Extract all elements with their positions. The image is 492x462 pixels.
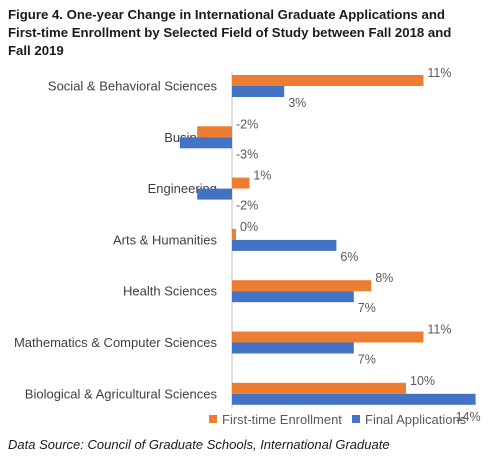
enrollment-data-label: 10% <box>410 374 435 388</box>
applications-bar <box>232 393 476 405</box>
applications-data-label: 7% <box>358 353 376 367</box>
chart-title-line-2: First-time Enrollment by Selected Field … <box>8 25 452 40</box>
legend-swatch-enrollment <box>209 415 217 423</box>
data-source-note: Data Source: Council of Graduate Schools… <box>8 437 390 452</box>
chart-title-line-1: Figure 4. One-year Change in Internation… <box>8 7 445 22</box>
enrollment-bar <box>232 228 236 240</box>
applications-data-label: 7% <box>358 301 376 315</box>
enrollment-bar <box>232 177 250 189</box>
applications-bar <box>232 342 354 354</box>
enrollment-data-label: 8% <box>375 271 393 285</box>
enrollment-bar <box>197 126 232 138</box>
category-label: Biological & Agricultural Sciences <box>25 386 218 401</box>
legend-label-enrollment: First-time Enrollment <box>222 412 342 427</box>
enrollment-data-label: 0% <box>240 220 258 234</box>
chart-title: Figure 4. One-year Change in Internation… <box>8 6 484 60</box>
category-label: Mathematics & Computer Sciences <box>14 335 218 350</box>
enrollment-bar <box>232 75 424 86</box>
category-label: Arts & Humanities <box>113 232 218 247</box>
applications-data-label: 3% <box>288 96 306 110</box>
chart-title-line-3: Fall 2019 <box>8 43 64 58</box>
legend-label-applications: Final Applications <box>365 412 467 427</box>
applications-bar <box>179 137 232 149</box>
applications-bar <box>232 239 337 251</box>
enrollment-data-label: 11% <box>427 66 451 80</box>
applications-data-label: -3% <box>236 147 258 161</box>
enrollment-bar <box>232 331 424 343</box>
category-label: Health Sciences <box>123 284 217 299</box>
applications-data-label: 14% <box>456 410 481 424</box>
enrollment-data-label: 11% <box>427 323 451 337</box>
applications-data-label: -2% <box>236 199 258 213</box>
category-label: Social & Behavioral Sciences <box>48 79 218 94</box>
enrollment-data-label: -2% <box>236 117 258 131</box>
enrollment-data-label: 1% <box>253 169 271 183</box>
applications-bar <box>232 291 354 303</box>
applications-bar <box>197 188 232 200</box>
legend-swatch-applications <box>352 415 360 423</box>
applications-data-label: 6% <box>340 250 358 264</box>
enrollment-bar <box>232 280 372 292</box>
enrollment-bar <box>232 382 406 394</box>
applications-bar <box>232 86 285 97</box>
